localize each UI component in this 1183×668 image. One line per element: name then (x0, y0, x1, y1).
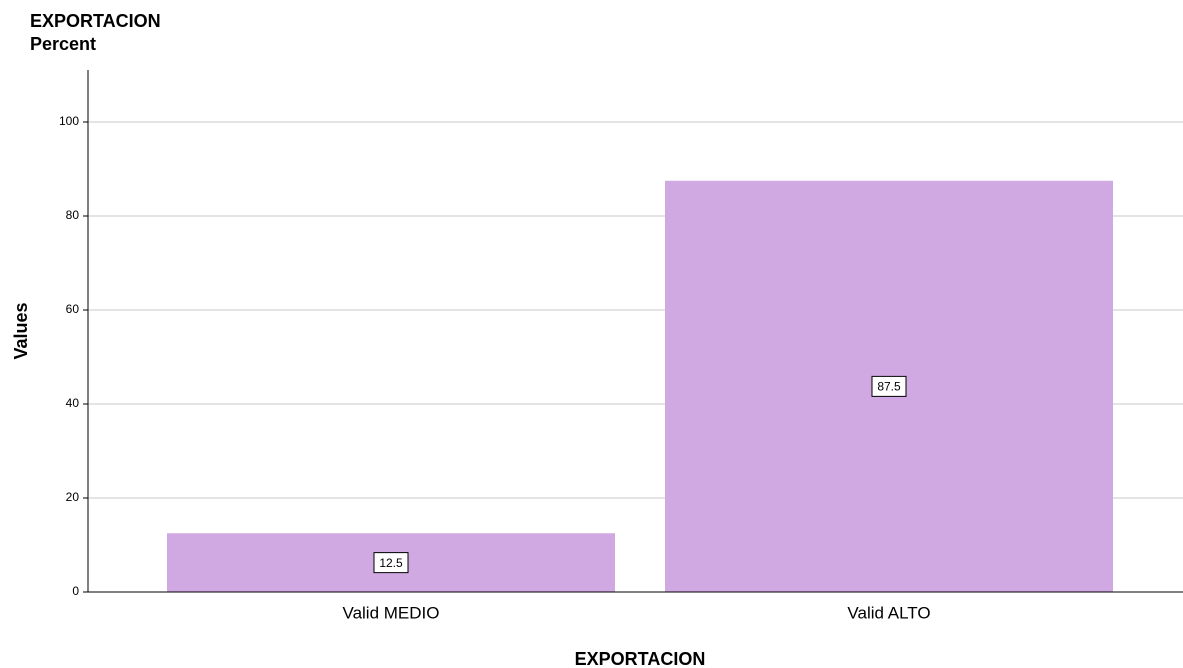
x-axis-title: EXPORTACION (575, 649, 706, 668)
value-label-box (373, 552, 409, 574)
y-tick-label: 40 (66, 396, 80, 410)
y-tick-label: 80 (66, 208, 80, 222)
x-tick-label: Valid MEDIO (343, 603, 440, 622)
chart-subtitle: Percent (30, 34, 96, 54)
y-tick-label: 0 (72, 584, 79, 598)
y-tick-label: 20 (66, 490, 80, 504)
value-label: 12.5 (379, 556, 403, 570)
y-tick-label: 100 (59, 114, 79, 128)
x-tick-label: Valid ALTO (847, 603, 930, 622)
value-label-box (871, 375, 907, 397)
value-label: 87.5 (877, 380, 901, 394)
chart-title: EXPORTACION (30, 11, 161, 31)
y-tick-label: 60 (66, 302, 80, 316)
y-axis-title: Values (11, 302, 31, 359)
